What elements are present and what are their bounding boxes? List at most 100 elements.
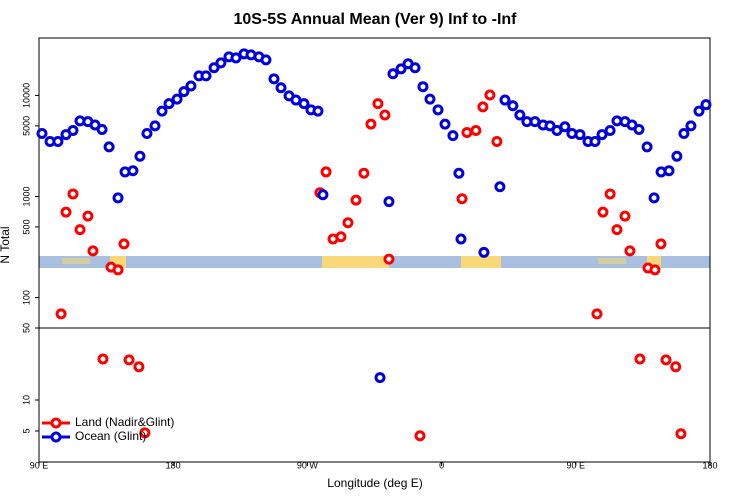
point [118,238,130,250]
point [260,54,272,66]
point [317,189,329,201]
point [660,354,672,366]
chart-title: 10S-5S Annual Mean (Ver 9) Inf to -Inf [234,11,518,28]
point [350,194,362,206]
point [139,427,151,439]
point [604,188,616,200]
y-tick-label: 1000 [21,186,31,206]
point [374,372,386,384]
point [597,206,609,218]
point [67,188,79,200]
point [67,124,79,136]
point [178,86,190,98]
y-tick-label: 5 [21,428,31,433]
point [395,63,407,75]
point [171,93,183,105]
x-tick-label: 180 [702,460,717,470]
point [383,253,395,265]
point [149,120,161,132]
point [544,120,556,132]
point [230,52,242,64]
point [103,141,115,153]
x-tick-label: 180 [166,460,181,470]
legend-marker [50,417,62,429]
point [641,141,653,153]
point [700,99,712,111]
point [82,210,94,222]
y-tick-label: 5000 [21,116,31,136]
point [455,233,467,245]
point [74,224,86,236]
land-strip [461,256,501,268]
point [414,430,426,442]
legend-label: Land (Nadir&Glint) [75,415,174,429]
point [663,165,675,177]
x-tick-label: 90 E [30,460,49,470]
point [134,150,146,162]
point [514,109,526,121]
point [499,94,511,106]
point [127,165,139,177]
point [36,128,48,140]
point [604,124,616,136]
point [96,124,108,136]
point [185,80,197,92]
point [298,98,310,110]
plot-frame [38,37,711,463]
point [156,105,168,117]
point [589,136,601,148]
point [342,217,354,229]
point [275,82,287,94]
point [163,98,175,110]
point [439,118,451,130]
point [453,167,465,179]
point [365,118,377,130]
land-strip [322,256,389,268]
point [215,57,227,69]
point [470,124,482,136]
point [312,105,324,117]
point [477,101,489,113]
point [358,167,370,179]
point [87,245,99,257]
point [611,224,623,236]
point [60,206,72,218]
point [494,181,506,193]
y-tick-label: 10 [21,395,31,405]
x-tick-label: 0 [439,460,444,470]
point [141,128,153,140]
point [52,136,64,148]
point [133,361,145,373]
point [559,121,571,133]
x-axis-title: Longitude (deg E) [327,476,422,490]
point [675,428,687,440]
point [320,166,332,178]
point [507,100,519,112]
x-tick-label: 90 W [297,460,319,470]
y-tick-label: 50 [21,323,31,333]
y-tick-label: 10000 [21,83,31,108]
point [591,308,603,320]
point [574,129,586,141]
x-tick-label: 90 E [567,460,586,470]
point [383,196,395,208]
point [387,68,399,80]
point [268,73,280,85]
y-axis-title: N Total [0,226,12,263]
point [55,308,67,320]
point [619,210,631,222]
point [417,81,429,93]
point [633,124,645,136]
point [461,126,473,138]
point [112,192,124,204]
point [208,62,220,74]
y-tick-label: 100 [21,290,31,305]
point [671,150,683,162]
point [484,89,496,101]
point [447,130,459,142]
point [432,104,444,116]
point [693,105,705,117]
point [456,193,468,205]
point [596,129,608,141]
point [379,109,391,121]
